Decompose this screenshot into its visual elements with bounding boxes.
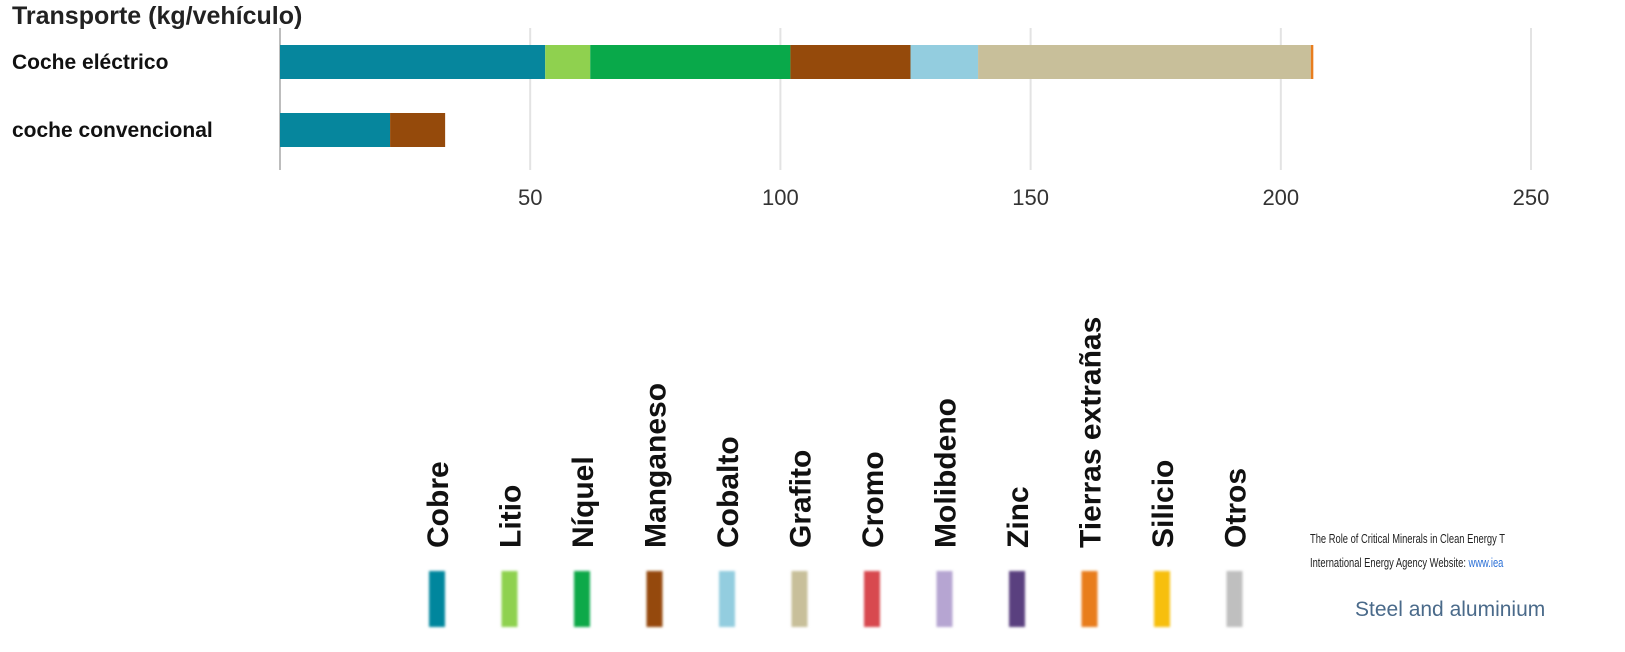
source-url-link[interactable]: www.iea (1468, 555, 1504, 570)
bar-coche-electrico-cobre (280, 45, 546, 79)
legend-swatch-cobalto (719, 571, 735, 627)
x-tick-label-50: 50 (518, 185, 542, 210)
legend-label-grafito: Grafito (785, 450, 818, 548)
bar-coche-electrico-manganeso (790, 45, 911, 79)
legend-swatch-manganeso (646, 571, 663, 627)
legend-swatch-cobre (429, 571, 445, 627)
category-labels: Coche eléctrico coche convencional (12, 51, 213, 142)
x-tick-label-100: 100 (762, 185, 799, 210)
legend-label-cobalto: Cobalto (712, 436, 745, 548)
source-citation-line-2: International Energy Agency Website: www… (1310, 555, 1503, 570)
legend: Cobre Litio Níquel Manganeso Cobalto Grafito C… (422, 317, 1253, 627)
x-axis-tick-labels: 50 100 150 200 250 (518, 185, 1549, 210)
legend-swatch-silicio (1154, 571, 1170, 627)
bar-coche-electrico-grafito (978, 45, 1311, 79)
legend-label-silicio: Silicio (1147, 460, 1180, 548)
category-label-coche-convencional: coche convencional (12, 119, 213, 142)
bar-coche-electrico-litio (545, 45, 591, 79)
legend-label-otros: Otros (1220, 468, 1253, 548)
bars (280, 45, 1314, 147)
legend-swatch-molibdeno (936, 571, 953, 627)
source-citation-line-1: The Role of Critical Minerals in Clean E… (1310, 531, 1505, 546)
legend-label-zinc: Zinc (1002, 486, 1035, 548)
legend-label-tierras-extranas: Tierras extrañas (1075, 317, 1108, 548)
legend-label-niquel: Níquel (567, 456, 600, 548)
bar-coche-convencional-cobre (280, 113, 391, 147)
legend-swatch-otros (1226, 571, 1243, 627)
x-tick-label-250: 250 (1513, 185, 1550, 210)
bar-coche-electrico-niquel (590, 45, 791, 79)
source-prefix: International Energy Agency Website: (1310, 555, 1469, 570)
legend-swatch-cromo (864, 571, 880, 627)
legend-swatch-tierras-extranas (1081, 571, 1098, 627)
x-tick-label-150: 150 (1012, 185, 1049, 210)
legend-swatch-grafito (791, 571, 808, 627)
legend-label-cromo: Cromo (857, 451, 890, 548)
steel-aluminium-note: Steel and aluminium (1355, 598, 1546, 621)
x-tick-label-200: 200 (1262, 185, 1299, 210)
legend-label-cobre: Cobre (422, 461, 455, 548)
legend-label-manganeso: Manganeso (640, 383, 673, 548)
legend-label-molibdeno: Molibdeno (930, 398, 963, 548)
bar-coche-electrico-tierras-extranas (1310, 45, 1314, 79)
legend-swatch-niquel (574, 571, 590, 627)
chart-title: Transporte (kg/vehículo) (12, 2, 303, 30)
bar-coche-electrico-cobalto (910, 45, 979, 79)
legend-label-litio: Litio (495, 485, 528, 548)
bar-coche-convencional-manganeso (390, 113, 446, 147)
legend-swatch-litio (501, 571, 518, 627)
category-label-coche-electrico: Coche eléctrico (12, 51, 168, 74)
legend-swatch-zinc (1009, 571, 1025, 627)
